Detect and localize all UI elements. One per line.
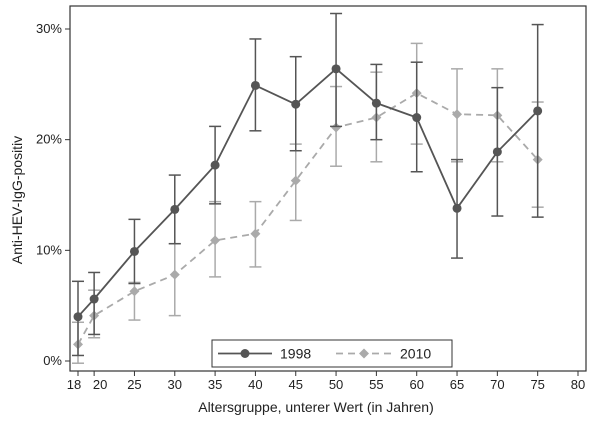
x-tick-label: 20 xyxy=(93,377,107,392)
data-point xyxy=(73,312,83,322)
legend-item-1998: 1998 xyxy=(218,346,311,362)
data-point xyxy=(291,99,301,109)
data-point xyxy=(492,147,502,157)
x-tick-label: 45 xyxy=(289,377,303,392)
series-1998 xyxy=(72,12,544,357)
data-point xyxy=(210,235,221,246)
y-tick-label: 20% xyxy=(36,132,62,147)
legend-swatch-marker xyxy=(359,348,369,359)
x-tick-label: 75 xyxy=(530,377,544,392)
y-tick-label: 10% xyxy=(36,242,62,257)
x-tick-label: 65 xyxy=(450,377,464,392)
data-point xyxy=(250,228,261,239)
data-point xyxy=(129,286,140,297)
legend: 1998 2010 xyxy=(211,339,453,368)
legend-item-2010: 2010 xyxy=(336,346,431,362)
x-axis: 18 20 25 30 35 40 45 50 55 60 65 70 75 80 xyxy=(67,371,585,392)
x-tick-label: 50 xyxy=(329,377,343,392)
data-point xyxy=(533,106,543,116)
legend-label: 2010 xyxy=(400,346,431,362)
x-tick-label: 55 xyxy=(369,377,383,392)
y-tick-label: 0% xyxy=(43,353,62,368)
data-point xyxy=(331,64,341,74)
plot-frame xyxy=(69,5,587,372)
series-2010 xyxy=(72,42,544,364)
x-tick-label: 70 xyxy=(490,377,504,392)
x-tick-label: 80 xyxy=(571,377,585,392)
data-point xyxy=(89,294,99,304)
data-point xyxy=(290,175,301,186)
data-point xyxy=(452,109,463,120)
x-tick-label: 25 xyxy=(127,377,141,392)
y-axis-title: Anti-HEV-IgG-positiv xyxy=(9,136,25,264)
data-point xyxy=(371,98,381,108)
data-point xyxy=(169,269,180,280)
x-tick-label: 30 xyxy=(168,377,182,392)
y-axis: 0% 10% 20% 30% xyxy=(36,21,70,368)
data-point xyxy=(331,122,342,133)
data-point xyxy=(452,203,462,213)
x-tick-label: 18 xyxy=(67,377,81,392)
series-line xyxy=(77,67,539,318)
series-layer xyxy=(72,12,544,364)
x-tick-label: 40 xyxy=(248,377,262,392)
legend-label: 1998 xyxy=(280,346,311,362)
series-line xyxy=(77,92,539,345)
x-tick-label: 35 xyxy=(208,377,222,392)
data-point xyxy=(170,204,180,214)
data-point xyxy=(210,160,220,170)
legend-swatch-marker xyxy=(240,349,250,358)
x-tick-label: 60 xyxy=(409,377,423,392)
data-point xyxy=(129,246,139,256)
y-tick-label: 30% xyxy=(36,21,62,36)
data-point xyxy=(412,113,422,123)
data-point xyxy=(250,80,260,90)
x-axis-title: Altersgruppe, unterer Wert (in Jahren) xyxy=(198,399,434,415)
